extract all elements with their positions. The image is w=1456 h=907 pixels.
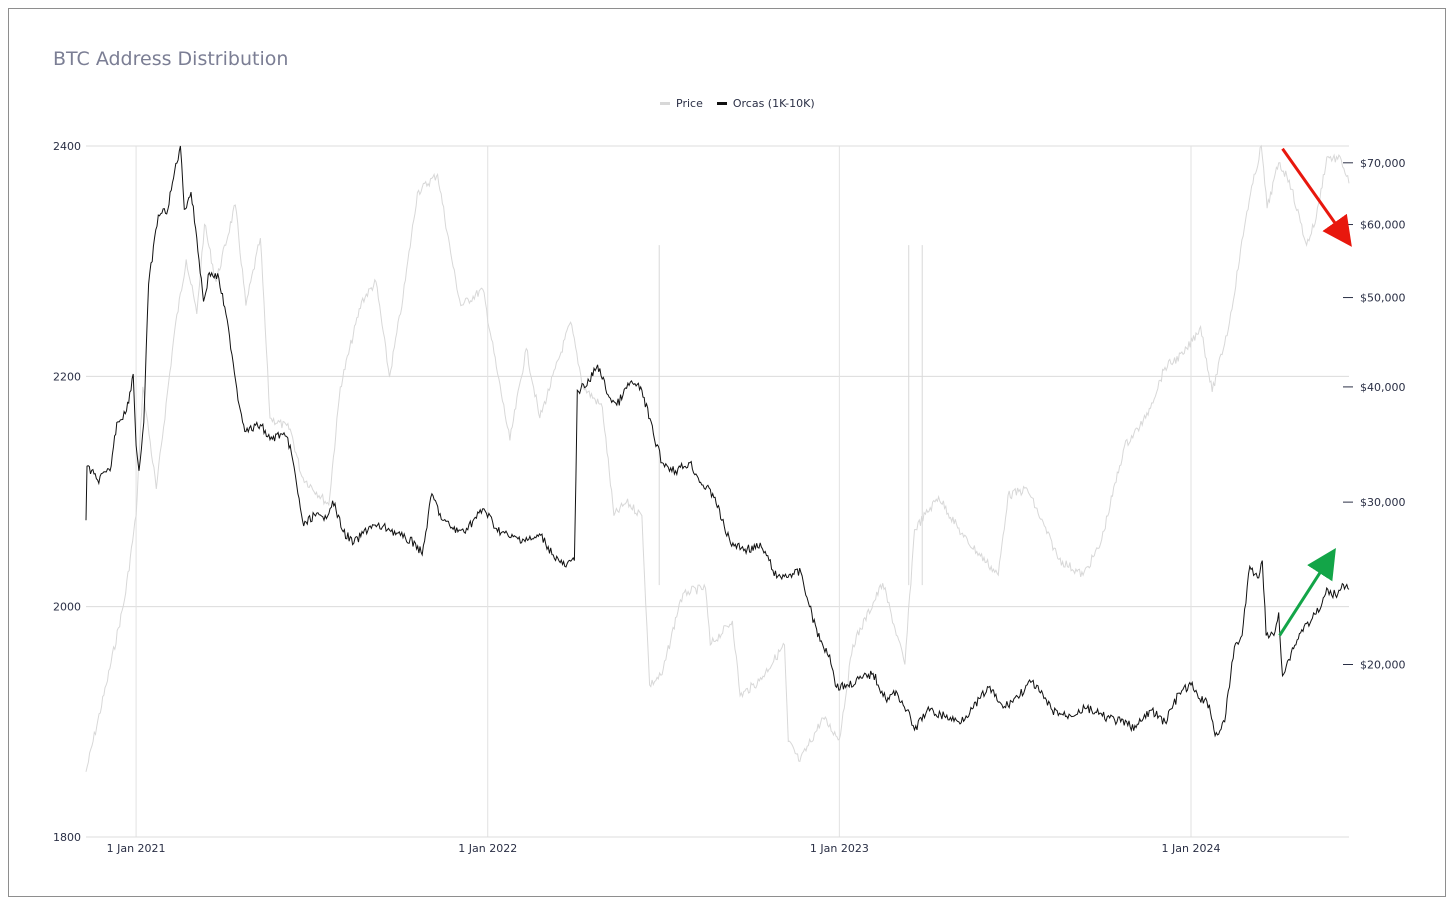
legend-item-orcas[interactable]: Orcas (1K-10K) <box>716 97 815 110</box>
grid-layer <box>86 145 1349 838</box>
orcas-layer <box>85 145 1350 738</box>
x-tick-label: 1 Jan 2024 <box>1162 842 1221 855</box>
y-left-tick-label: 1800 <box>53 831 81 844</box>
y-left-tick-label: 2400 <box>53 140 81 153</box>
x-tick-label: 1 Jan 2021 <box>107 842 166 855</box>
legend-swatch-price <box>660 102 670 105</box>
chart-legend: Price Orcas (1K-10K) <box>660 97 815 110</box>
legend-label-orcas: Orcas (1K-10K) <box>732 97 815 110</box>
y-right-tick-label: $70,000 <box>1360 157 1406 170</box>
y-right-tick-label: $50,000 <box>1360 292 1406 305</box>
red-arrow-annotation <box>1281 147 1352 247</box>
x-tick-label: 1 Jan 2023 <box>810 842 869 855</box>
y-right-tick-label: $20,000 <box>1360 658 1406 671</box>
y-left-tick-label: 2200 <box>53 370 81 383</box>
y-right-tick-label: $60,000 <box>1360 219 1406 232</box>
axis-layer: 1800 2000 2200 2400 1 Jan 2021 1 Jan 2022 1 Ja… <box>53 140 1406 855</box>
legend-item-price[interactable]: Price <box>660 97 703 110</box>
annotation-layer <box>1278 147 1352 637</box>
legend-label-price: Price <box>676 97 703 110</box>
chart-title: BTC Address Distribution <box>53 48 289 70</box>
orcas-line <box>85 145 1350 738</box>
green-arrow-annotation <box>1278 547 1336 637</box>
x-tick-label: 1 Jan 2022 <box>458 842 517 855</box>
legend-swatch-orcas <box>716 102 727 105</box>
price-line <box>85 144 1350 772</box>
y-right-tick-label: $30,000 <box>1360 496 1406 509</box>
chart-frame <box>8 8 1446 897</box>
y-left-tick-label: 2000 <box>53 601 81 614</box>
y-right-tick-label: $40,000 <box>1360 381 1406 394</box>
price-layer <box>85 144 1350 772</box>
